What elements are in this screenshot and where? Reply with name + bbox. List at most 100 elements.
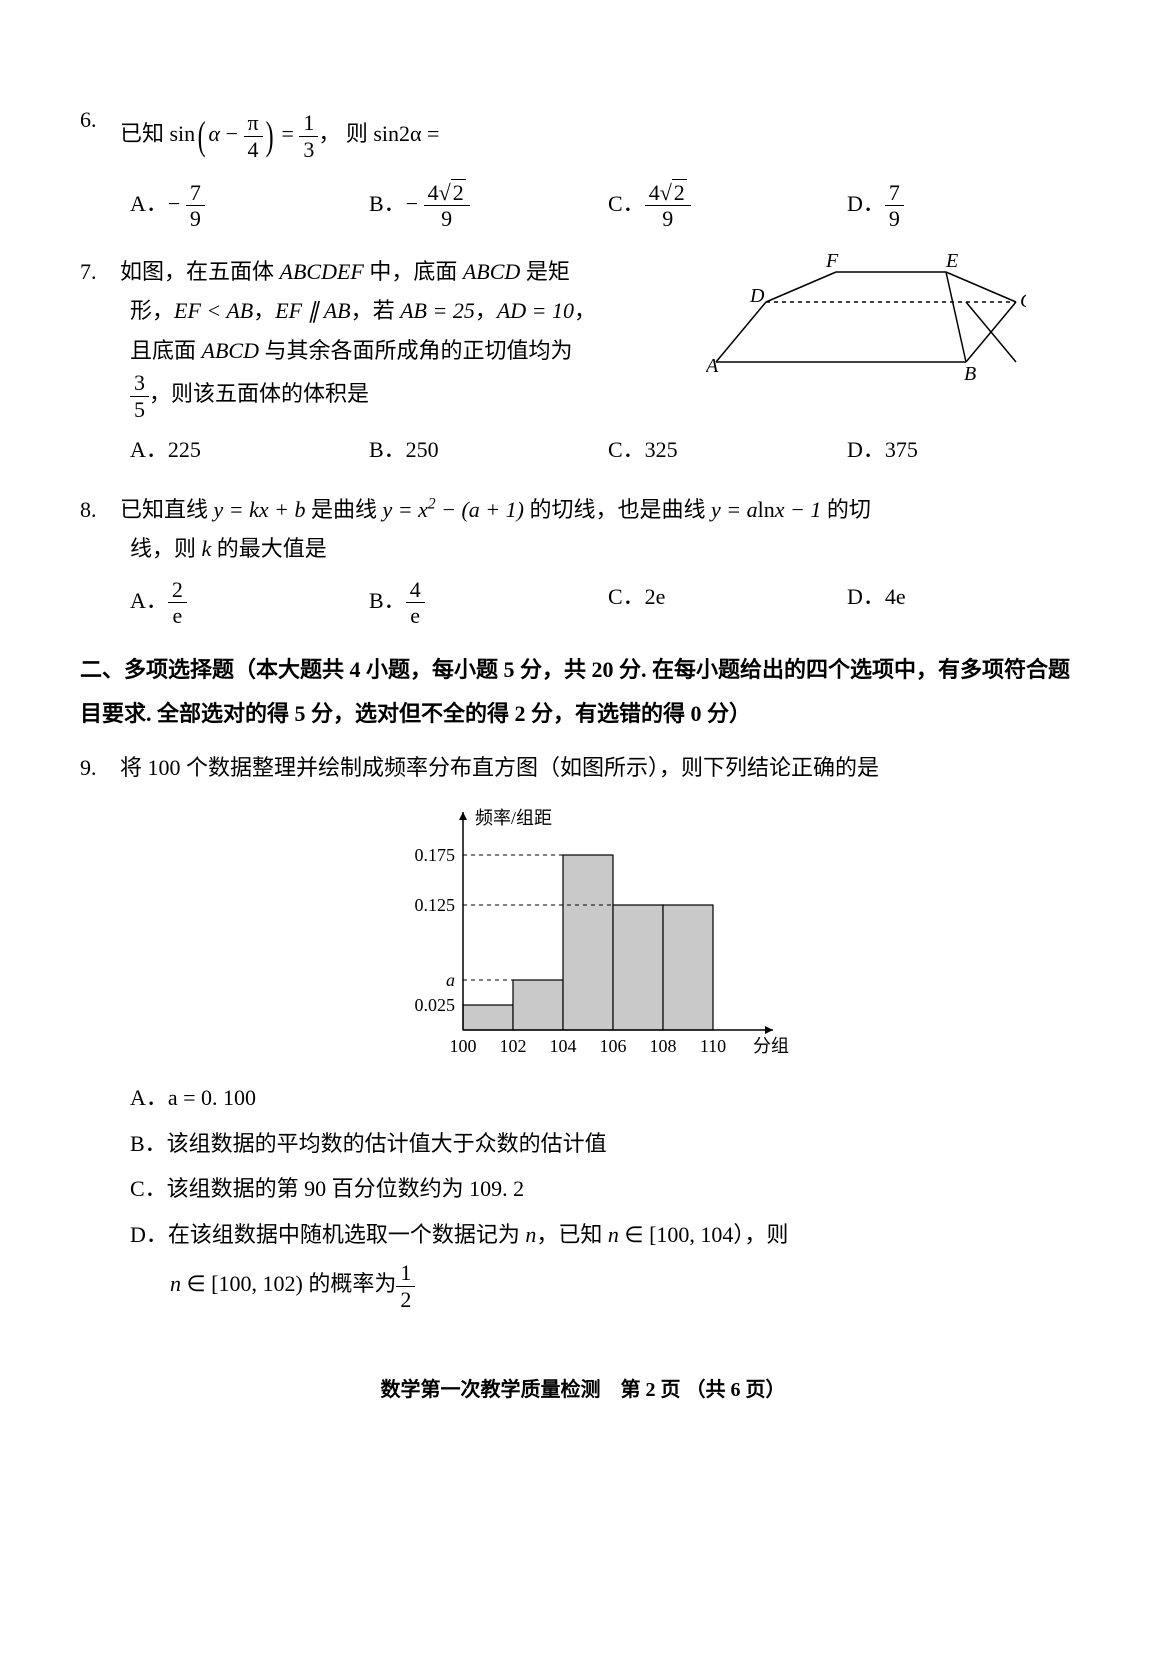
q6-option-d: D．79 [847,180,1086,232]
eq1: y = kx + b [214,497,306,522]
abcd: ABCD [202,338,259,363]
q6-body: 已知 sin(α − π4) = 13， 则 sin2α = [120,100,1086,172]
frac: 429 [424,180,470,232]
t: 的切 [821,497,871,522]
q9-option-a: A．a = 0. 100 [130,1078,1086,1118]
num: 42 [424,180,470,206]
q9-stem: 9. 将 100 个数据整理并绘制成频率分布直方图（如图所示），则下列结论正确的… [80,748,1086,788]
eq: = [276,121,299,146]
n: n [608,1222,619,1247]
efab: EF < AB [174,298,253,323]
question-8: 8. 已知直线 y = kx + b 是曲线 y = x2 − (a + 1) … [80,490,1086,629]
t: 的最大值是 [211,536,327,561]
num: 2 [168,577,187,603]
sign: − [406,191,424,216]
exp: 2 [428,495,436,512]
abcdef: ABCDEF [280,259,364,284]
label: D． [847,191,885,216]
den: 9 [885,206,904,231]
q8-option-d: D．4e [847,577,1086,629]
frac: 4e [406,577,425,629]
q8-number: 8. [80,490,120,530]
svg-text:频率/组距: 频率/组距 [475,808,552,828]
question-6: 6. 已知 sin(α − π4) = 13， 则 sin2α = A．− 79… [80,100,1086,232]
efparab: EF ∥ AB [275,298,350,323]
frac: 79 [885,180,904,232]
c1a: y = x [383,497,428,522]
num: 1 [396,1260,415,1286]
histogram-wrap: 0.025a0.1250.175100102104106108110频率/组距分… [80,800,1086,1060]
label: B． [369,588,406,613]
q6-stem: 6. 已知 sin(α − π4) = 13， 则 sin2α = [80,100,1086,172]
den: 9 [424,206,470,231]
t: ， [574,298,596,323]
label: C． [608,191,645,216]
q7-option-d: D．375 [847,430,1086,470]
q9-body: 将 100 个数据整理并绘制成频率分布直方图（如图所示），则下列结论正确的是 [120,748,1086,788]
minus: − [220,121,243,146]
ab: AB = 25 [400,298,475,323]
den: 4 [244,137,263,162]
t: D．在该组数据中随机选取一个数据记为 [130,1222,525,1247]
c2a: y = a [711,497,758,522]
den: 2 [396,1287,415,1312]
svg-text:102: 102 [500,1036,527,1056]
q6-option-a: A．− 79 [130,180,369,232]
q7-body: 如图，在五面体 ABCDEF 中，底面 ABCD 是矩 [120,252,680,292]
c1: y = x2 − (a + 1) [383,497,524,522]
t: ∈ [100, 102) 的概率为 [181,1271,396,1296]
t: 如图，在五面体 [120,259,280,284]
sqrt-icon: 2 [660,180,687,205]
q8-line2: 线，则 k 的最大值是 [130,529,1086,569]
lparen-icon: ( [198,100,206,172]
den: 3 [299,137,318,162]
coef: 4 [649,180,660,205]
frac: 79 [186,180,205,232]
sign: − [168,191,186,216]
q9-option-c: C．该组数据的第 90 百分位数约为 109. 2 [130,1169,1086,1209]
question-7: A B C D E F 7. 如图，在五面体 ABCDEF 中，底面 ABCD … [80,252,1086,470]
q7-option-a: A．225 [130,430,369,470]
frac: 429 [645,180,691,232]
num: 7 [186,180,205,206]
q8-option-b: B．4e [369,577,608,629]
question-9: 9. 将 100 个数据整理并绘制成频率分布直方图（如图所示），则下列结论正确的… [80,748,1086,1312]
c1b: − (a + 1) [436,497,524,522]
k: k [202,536,212,561]
svg-text:110: 110 [700,1036,726,1056]
t: ，若 [351,298,401,323]
frac-3-5: 35 [130,370,149,422]
pentahedron-figure: A B C D E F [706,252,1026,382]
num: 7 [885,180,904,206]
c2x: x − 1 [775,497,822,522]
q9-number: 9. [80,748,120,788]
q7-number: 7. [80,252,120,292]
n: n [525,1222,536,1247]
rad: 2 [672,179,687,205]
label: A． [130,191,168,216]
q6-text-post: ， 则 sin2α = [318,121,439,146]
svg-text:0.175: 0.175 [415,845,456,865]
t: ∈ [100, 104），则 [619,1222,789,1247]
svg-text:0.125: 0.125 [415,895,456,915]
histogram-chart: 0.025a0.1250.175100102104106108110频率/组距分… [373,800,793,1060]
t: 且底面 [130,338,202,363]
svg-text:分组: 分组 [753,1036,789,1056]
ad: AD = 10 [497,298,574,323]
q9-option-d: D．在该组数据中随机选取一个数据记为 n，已知 n ∈ [100, 104），则 [130,1215,1086,1255]
num: 42 [645,180,691,206]
t: 中，底面 [364,259,463,284]
q6-options: A．− 79 B．− 429 C．429 D．79 [130,180,1086,232]
label-b: B [964,363,976,382]
t: 的切线，也是曲线 [524,497,711,522]
abcd: ABCD [463,259,520,284]
t: 是矩 [520,259,570,284]
num: 4 [406,577,425,603]
q6-option-b: B．− 429 [369,180,608,232]
q7-line2: 形，EF < AB，EF ∥ AB，若 AB = 25，AD = 10， [130,291,730,331]
den: 5 [130,397,149,422]
t: ， [253,298,275,323]
coef: 4 [428,180,439,205]
label-f: F [825,252,839,272]
label: B． [369,191,406,216]
